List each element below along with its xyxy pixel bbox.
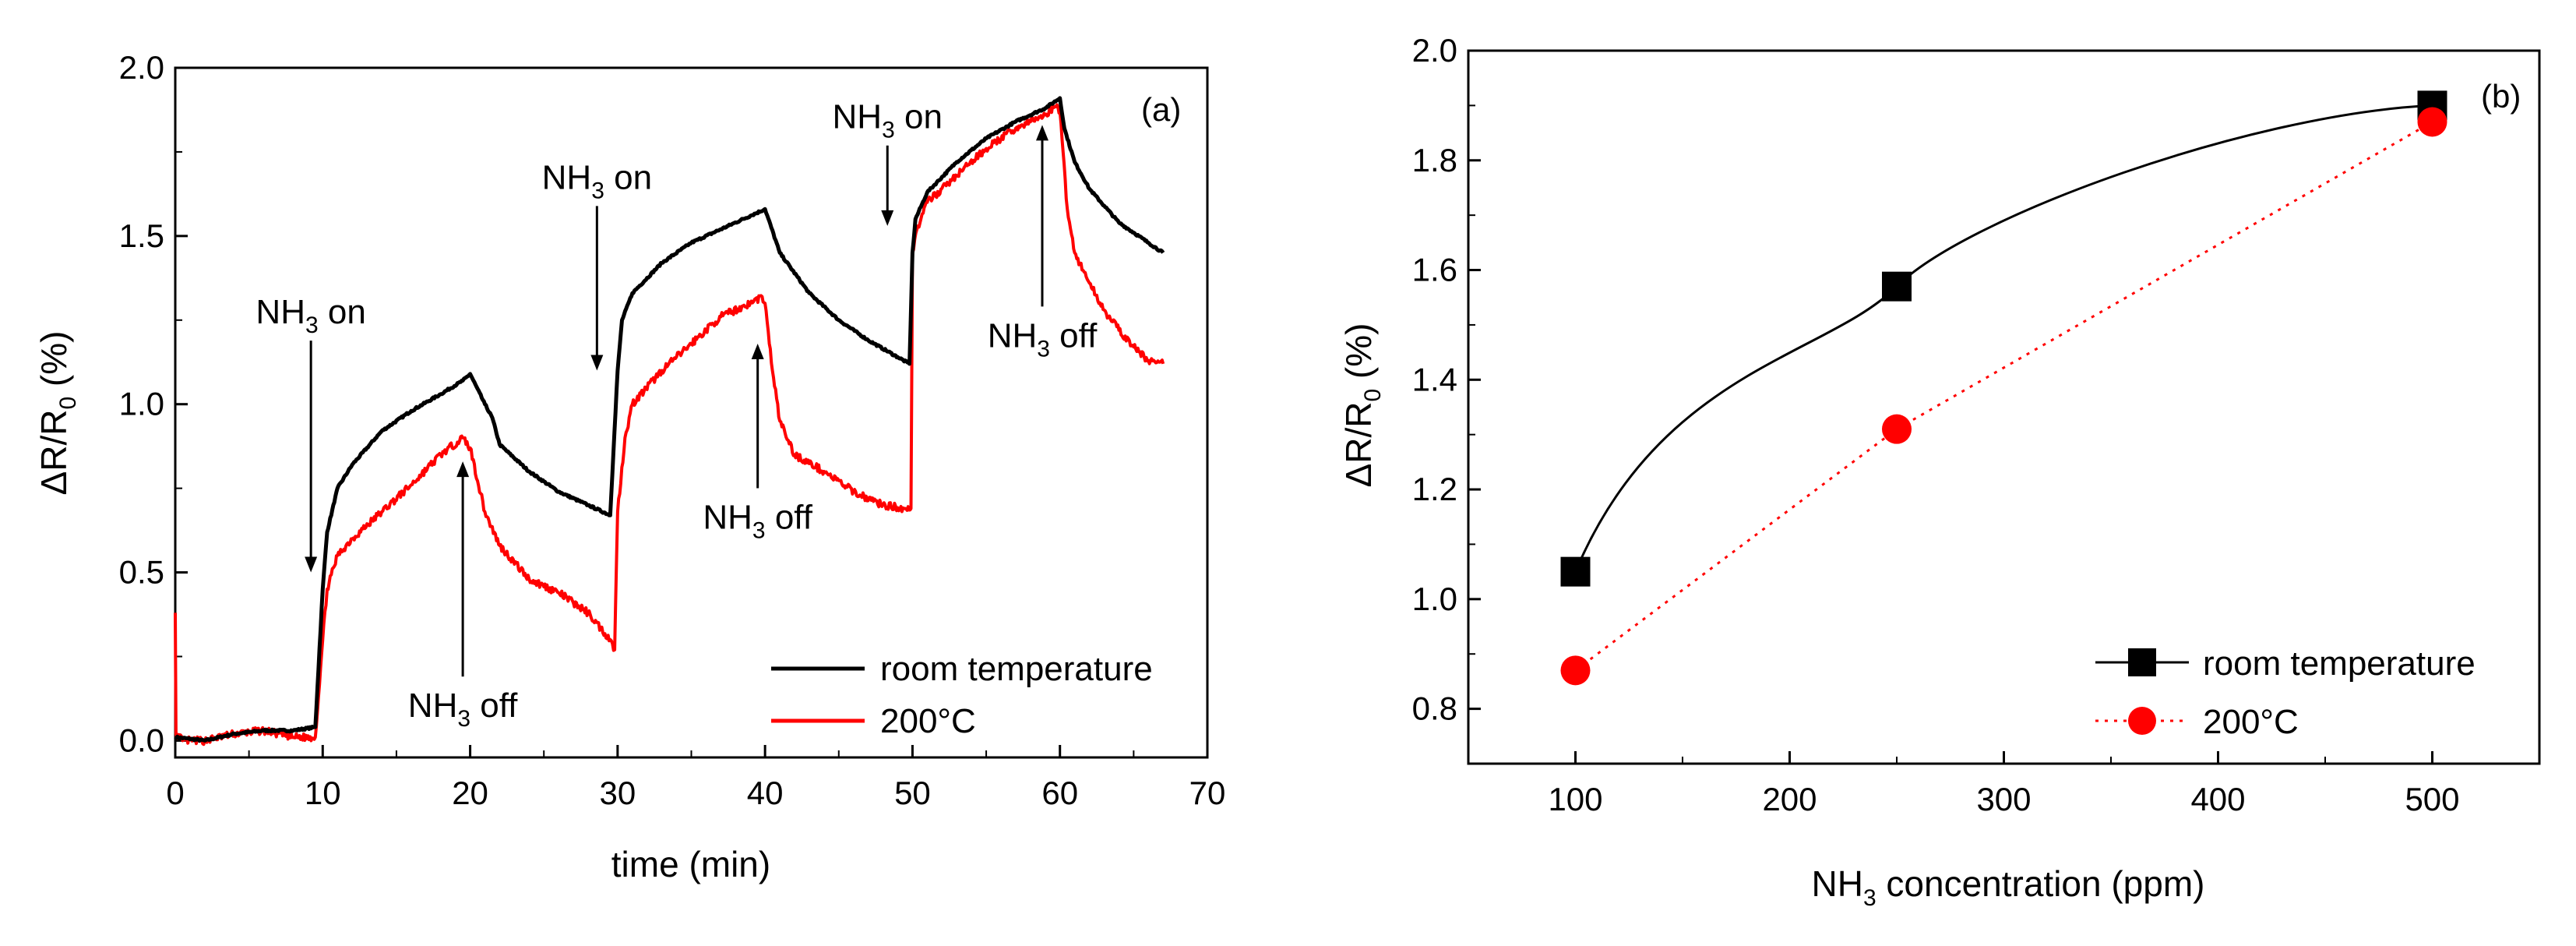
x-tick-label: 100 bbox=[1548, 781, 1602, 817]
panel-a-ticks: 0 10 20 30 40 50 60 70 0.0 0.5 1.0 1.5 2.0 bbox=[119, 49, 1226, 811]
y-tick-label: 1.0 bbox=[1412, 581, 1457, 617]
y-tick-label: 2.0 bbox=[119, 49, 164, 86]
x-tick-label: 20 bbox=[452, 775, 488, 811]
y-tick-label: 1.6 bbox=[1412, 252, 1457, 288]
annotation-arrowhead bbox=[305, 556, 318, 573]
series-line-room-temperature bbox=[1574, 104, 2433, 573]
x-tick-label: 300 bbox=[1976, 781, 2031, 817]
panel-a-x-axis-title: time (min) bbox=[611, 844, 770, 884]
panel-a-series bbox=[174, 96, 1165, 747]
data-point-room-temperature-250 bbox=[1882, 271, 1912, 302]
series-line-room-temperature bbox=[174, 96, 1165, 743]
panel-a-chart: 0 10 20 30 40 50 60 700.00.51.01.52.0 NH3 onNH3… bbox=[33, 49, 1225, 884]
x-tick-label: 50 bbox=[894, 775, 931, 811]
panel-a-label: (a) bbox=[1141, 91, 1181, 128]
annotation-label: NH3 on bbox=[833, 98, 943, 143]
panel-b-ticks: 100 200 300 400 500 0.8 1.0 1.2 1.4 1.6 1.8 2.0 bbox=[1412, 32, 2540, 817]
y-tick-label: 2.0 bbox=[1412, 32, 1457, 69]
annotation-label: NH3 off bbox=[408, 687, 518, 732]
panel-b-label: (b) bbox=[2481, 78, 2521, 115]
annotation-arrowhead bbox=[881, 210, 894, 226]
x-tick-label: 200 bbox=[1762, 781, 1817, 817]
y-tick-label: 1.2 bbox=[1412, 471, 1457, 507]
y-tick-label: 1.5 bbox=[119, 217, 164, 254]
y-tick-label: 0.8 bbox=[1412, 690, 1457, 727]
panel-a-y-axis-title: ΔR/R0 (%) bbox=[33, 331, 81, 496]
panel-b-legend: room temperature 200°C bbox=[2095, 644, 2476, 741]
annotation-arrowhead bbox=[751, 344, 764, 359]
y-tick-label: 1.4 bbox=[1412, 361, 1457, 397]
annotation-arrowhead bbox=[590, 355, 604, 371]
annotation-arrowhead bbox=[456, 461, 470, 478]
panel-b-x-axis-title: NH3 concentration (ppm) bbox=[1811, 863, 2204, 911]
annotation-label: NH3 off bbox=[988, 316, 1098, 362]
panel-b-legend-marker-200c bbox=[2128, 707, 2156, 735]
data-point-200-c-100 bbox=[1560, 655, 1591, 686]
panel-b-legend-label-200c: 200°C bbox=[2203, 703, 2299, 741]
annotation-label: NH3 on bbox=[542, 158, 652, 203]
x-tick-label: 500 bbox=[2405, 781, 2459, 817]
y-tick-label: 1.8 bbox=[1412, 142, 1457, 178]
y-tick-label: 1.0 bbox=[119, 386, 164, 422]
panel-a-annotations: NH3 on NH3 off NH3 on NH3 off NH3 on NH3 off bbox=[255, 98, 1098, 732]
x-tick-label: 70 bbox=[1189, 775, 1226, 811]
annotation-label: NH3 on bbox=[255, 293, 365, 338]
panel-a-legend-label-room-temperature: room temperature bbox=[880, 650, 1153, 688]
x-tick-label: 0 bbox=[166, 775, 184, 811]
data-point-200-c-500 bbox=[2417, 107, 2447, 137]
panel-b-series bbox=[1560, 90, 2447, 686]
series-line-200c bbox=[1574, 121, 2433, 672]
x-tick-label: 60 bbox=[1041, 775, 1078, 811]
x-tick-label: 400 bbox=[2190, 781, 2245, 817]
y-tick-label: 0.0 bbox=[119, 722, 164, 758]
x-tick-label: 40 bbox=[747, 775, 784, 811]
panel-b-chart: 100 200 300 400 500 0.8 1.0 1.2 1.4 1.6 1.8 2.0 (b)… bbox=[1338, 32, 2541, 911]
data-point-room-temperature-100 bbox=[1560, 556, 1591, 587]
x-tick-label: 30 bbox=[599, 775, 636, 811]
annotation-arrowhead bbox=[1036, 125, 1048, 141]
series-line-200-c bbox=[174, 103, 1165, 747]
data-point-200-c-250 bbox=[1882, 414, 1912, 444]
x-tick-label: 10 bbox=[305, 775, 341, 811]
panel-b-legend-marker-room-temperature bbox=[2128, 648, 2156, 676]
y-tick-label: 0.5 bbox=[119, 554, 164, 591]
panel-b-legend-label-room-temperature: room temperature bbox=[2203, 644, 2476, 683]
panel-a-legend: room temperature 200°C bbox=[771, 650, 1153, 740]
panel-a-legend-label-200c: 200°C bbox=[880, 702, 976, 740]
annotation-label: NH3 off bbox=[703, 498, 812, 543]
panel-b-y-axis-title: ΔR/R0 (%) bbox=[1338, 323, 1386, 488]
